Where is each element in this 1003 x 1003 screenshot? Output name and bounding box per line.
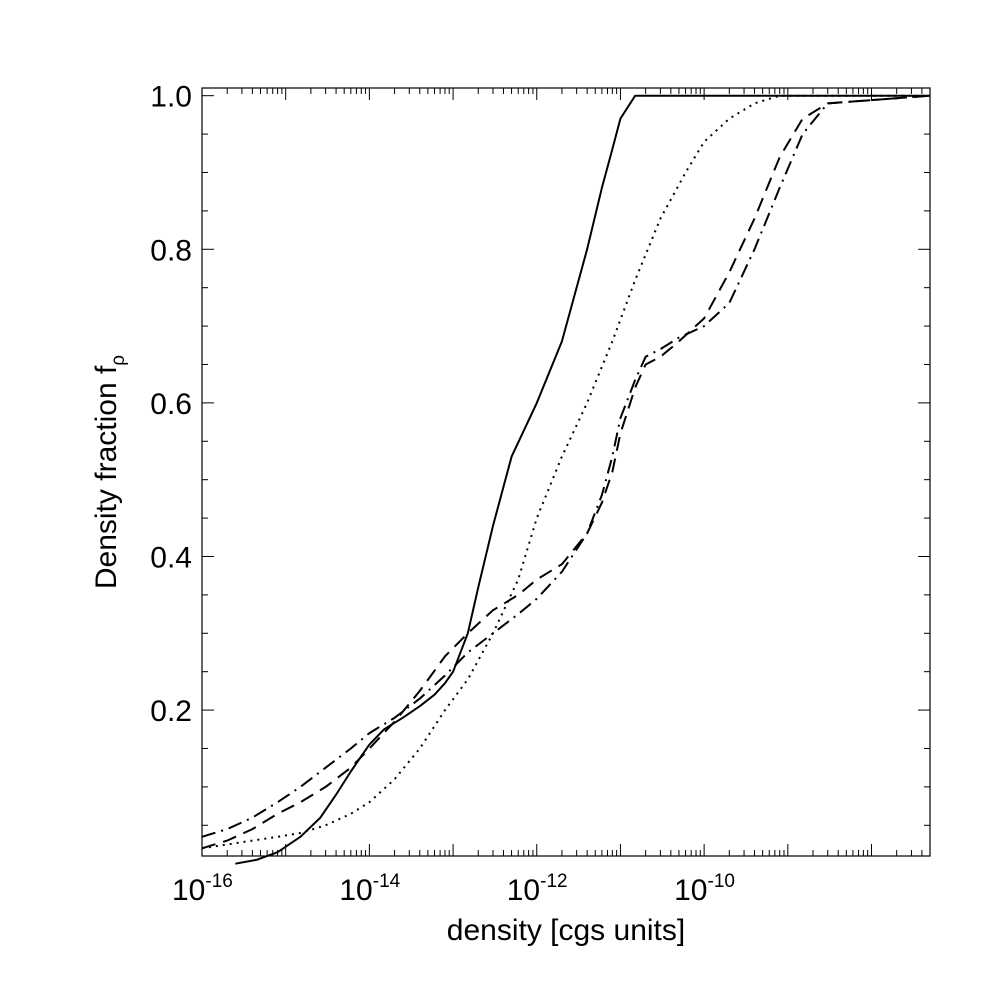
x-tick-base: 10 (674, 874, 707, 907)
x-axis-title: density [cgs units] (447, 914, 685, 947)
y-tick-label: 0.4 (150, 541, 192, 574)
x-tick-label: 10-16 (172, 871, 233, 907)
x-tick-label: 10-12 (507, 871, 568, 907)
series-line-solid (235, 94, 930, 865)
x-tick-base: 10 (507, 874, 540, 907)
series-line-dashed (201, 94, 931, 850)
y-tick-label: 0.6 (150, 388, 192, 421)
x-tick-labels: 10-16 10-14 10-12 10-10 (172, 871, 735, 907)
y-tick-label: 0.8 (150, 234, 192, 267)
y-axis-title-subscript: ρ (108, 355, 129, 366)
x-tick-base: 10 (172, 874, 205, 907)
y-axis-title: Density fraction fρ (90, 355, 129, 589)
x-tick-exponent: -14 (373, 871, 401, 892)
x-tick-base: 10 (339, 874, 372, 907)
y-tick-labels: 0.2 0.4 0.6 0.8 1.0 (150, 81, 192, 728)
x-axis-title-text: density [cgs units] (447, 914, 685, 947)
y-tick-label: 0.2 (150, 695, 192, 728)
x-tick-label: 10-10 (674, 871, 735, 907)
plot-frame (201, 87, 931, 857)
x-axis-ticks (201, 88, 931, 856)
series-line-dashdot (201, 94, 931, 838)
y-tick-label: 1.0 (150, 81, 192, 114)
x-tick-exponent: -10 (708, 871, 735, 892)
y-axis-ticks (202, 95, 930, 826)
x-tick-label: 10-14 (339, 871, 400, 907)
series-lines (201, 94, 931, 865)
y-axis-title-text: Density fraction f (90, 365, 123, 589)
x-tick-exponent: -12 (540, 871, 567, 892)
x-tick-exponent: -16 (205, 871, 232, 892)
